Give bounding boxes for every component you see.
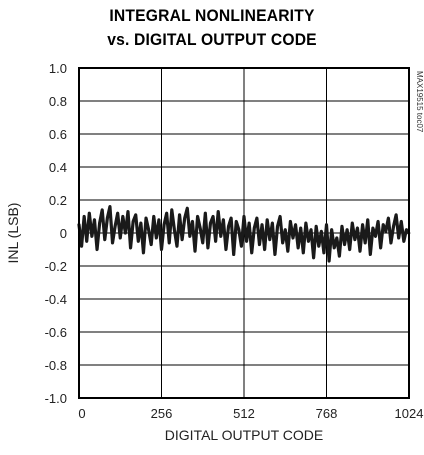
x-axis-label: DIGITAL OUTPUT CODE	[165, 427, 323, 443]
y-tick-label: -0.8	[45, 358, 67, 373]
y-tick-label: -1.0	[45, 391, 67, 406]
series-layer	[77, 205, 411, 263]
y-tick-label: 0.6	[49, 127, 67, 142]
figure-id: MAX19515 toc07	[415, 71, 424, 133]
x-tick-labels: 0 256 512 768 1024	[78, 406, 423, 421]
x-tick-label: 512	[233, 406, 255, 421]
series-line-0	[77, 205, 411, 263]
chart-title-line1: INTEGRAL NONLINEARITY	[109, 6, 315, 25]
x-tick-label: 1024	[395, 406, 424, 421]
y-tick-label: -0.2	[45, 259, 67, 274]
chart-title-line2: vs. DIGITAL OUTPUT CODE	[107, 30, 317, 49]
y-tick-label: 0	[60, 226, 67, 241]
plot-border	[78, 67, 410, 399]
x-tick-label: 768	[316, 406, 338, 421]
y-tick-label: 0.8	[49, 94, 67, 109]
y-tick-label: -0.4	[45, 292, 67, 307]
y-tick-label: 0.4	[49, 160, 67, 175]
y-tick-labels: 1.0 0.8 0.6 0.4 0.2 0 -0.2 -0.4 -0.6 -0.8 -1.0	[45, 61, 67, 406]
x-tick-label: 0	[78, 406, 85, 421]
y-tick-label: 1.0	[49, 61, 67, 76]
y-axis-label: INL (LSB)	[5, 203, 21, 264]
y-tick-label: 0.2	[49, 193, 67, 208]
y-tick-label: -0.6	[45, 325, 67, 340]
x-tick-label: 256	[151, 406, 173, 421]
